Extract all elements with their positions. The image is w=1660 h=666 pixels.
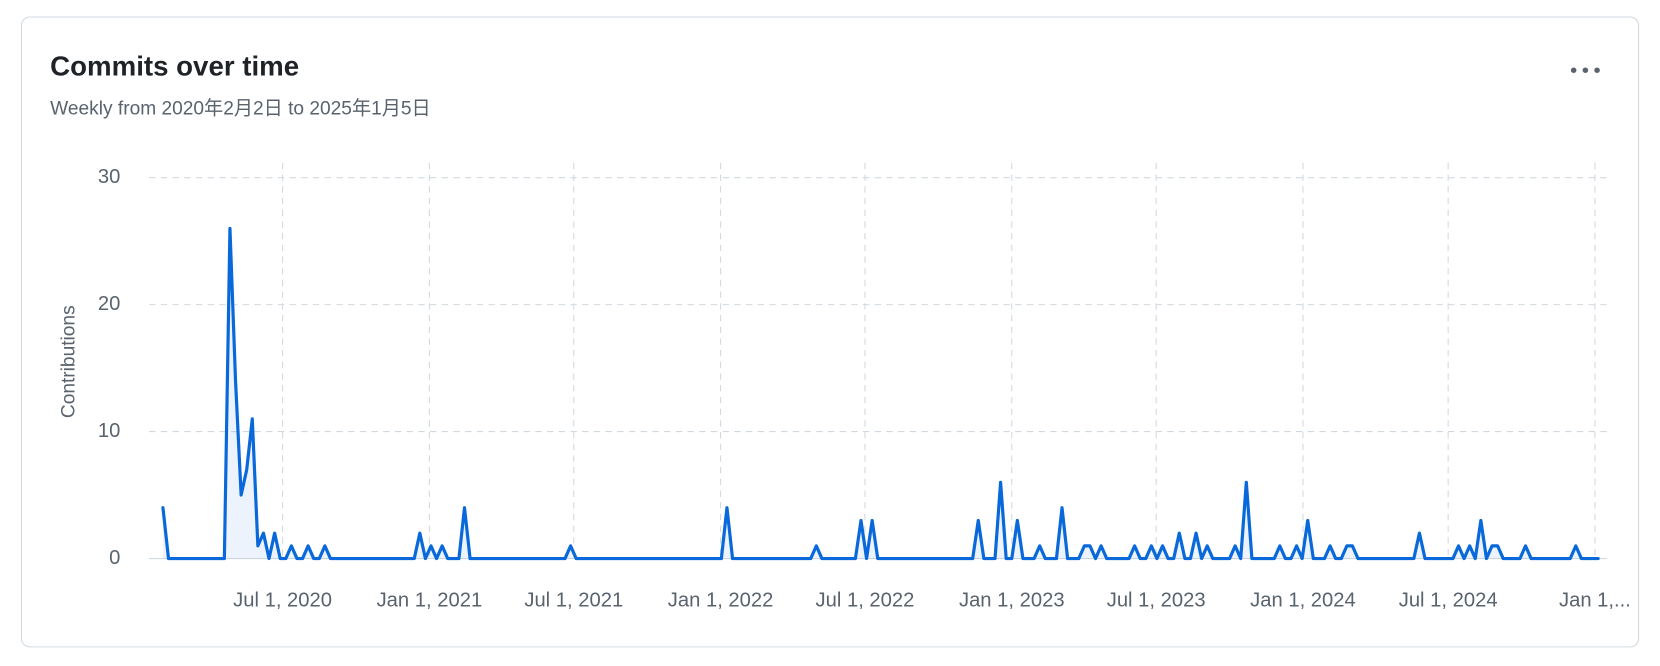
x-tick-label: Jan 1, 2022 — [668, 589, 774, 611]
y-axis-label: Contributions — [58, 305, 79, 418]
x-tick-label: Jan 1, 2023 — [959, 589, 1065, 611]
x-tick-label: Jan 1, 2024 — [1250, 589, 1356, 611]
menu-dot — [1582, 67, 1589, 73]
chart-title: Commits over time — [50, 50, 299, 81]
x-tick-label: Jan 1,... — [1559, 589, 1631, 611]
y-tick-label: 20 — [98, 293, 120, 315]
y-tick-label: 30 — [98, 166, 120, 188]
y-tick-label: 10 — [98, 420, 120, 442]
menu-button[interactable] — [1564, 53, 1607, 87]
y-tick-label: 0 — [109, 547, 120, 569]
menu-dot — [1570, 67, 1577, 73]
x-tick-label: Jan 1, 2021 — [377, 589, 483, 611]
card — [20, 16, 1640, 648]
x-tick-label: Jul 1, 2020 — [233, 589, 332, 611]
x-tick-label: Jul 1, 2023 — [1107, 589, 1206, 611]
chart-subtitle: Weekly from 2020年2月2日 to 2025年1月5日 — [50, 98, 431, 120]
x-tick-label: Jul 1, 2021 — [524, 589, 623, 611]
menu-dot — [1594, 67, 1600, 73]
x-tick-label: Jul 1, 2022 — [816, 589, 915, 611]
line — [161, 226, 1600, 561]
x-tick-label: Jul 1, 2024 — [1399, 589, 1498, 611]
